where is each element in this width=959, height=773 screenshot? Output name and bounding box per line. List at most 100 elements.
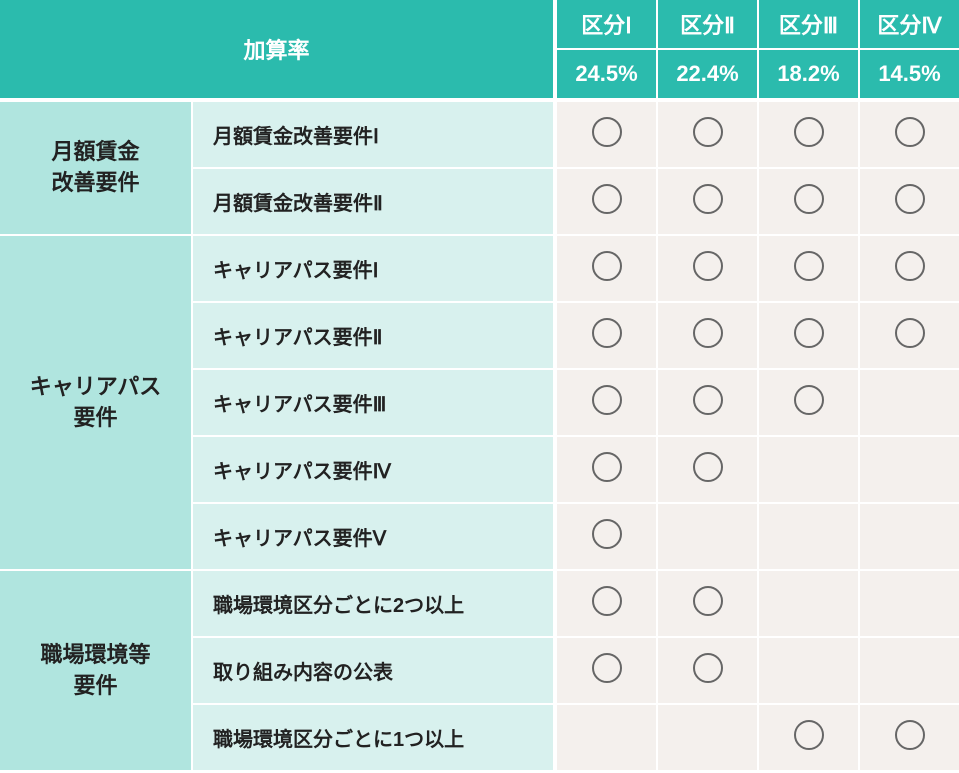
mark-cell <box>656 368 757 435</box>
mark-cell <box>656 502 757 569</box>
mark-cell <box>555 569 656 636</box>
mark-cell <box>858 502 959 569</box>
mark-cell <box>555 435 656 502</box>
mark-cell <box>555 167 656 234</box>
circle-icon <box>592 318 622 348</box>
circle-icon <box>794 720 824 750</box>
header-category-4: 区分Ⅳ <box>858 0 959 50</box>
mark-cell <box>858 234 959 301</box>
circle-icon <box>794 385 824 415</box>
mark-cell <box>858 435 959 502</box>
mark-cell <box>656 100 757 167</box>
circle-icon <box>895 117 925 147</box>
row-label: キャリアパス要件Ⅳ <box>193 435 555 502</box>
group-label-line2: 要件 <box>73 673 117 698</box>
circle-icon <box>693 653 723 683</box>
group-label-line1: 職場環境等 <box>40 642 150 667</box>
mark-cell <box>757 301 858 368</box>
circle-icon <box>794 117 824 147</box>
header-category-3: 区分Ⅲ <box>757 0 858 50</box>
mark-cell <box>858 368 959 435</box>
mark-cell <box>858 703 959 770</box>
group-label-line1: キャリアパス <box>30 374 162 399</box>
table-row: キャリアパス要件キャリアパス要件Ⅰ <box>0 234 959 301</box>
row-label: キャリアパス要件Ⅱ <box>193 301 555 368</box>
row-label: 月額賃金改善要件Ⅱ <box>193 167 555 234</box>
row-label: 職場環境区分ごとに1つ以上 <box>193 703 555 770</box>
circle-icon <box>895 318 925 348</box>
header-percent-3: 18.2% <box>757 50 858 100</box>
header-percent-1: 24.5% <box>555 50 656 100</box>
circle-icon <box>794 251 824 281</box>
requirements-table: 加算率区分Ⅰ区分Ⅱ区分Ⅲ区分Ⅳ24.5%22.4%18.2%14.5%月額賃金改… <box>0 0 959 770</box>
group-label: 職場環境等要件 <box>0 569 193 770</box>
group-label-line2: 要件 <box>73 405 117 430</box>
group-label: キャリアパス要件 <box>0 234 193 569</box>
mark-cell <box>757 435 858 502</box>
circle-icon <box>693 251 723 281</box>
circle-icon <box>592 184 622 214</box>
mark-cell <box>757 569 858 636</box>
circle-icon <box>592 385 622 415</box>
mark-cell <box>757 368 858 435</box>
mark-cell <box>555 234 656 301</box>
mark-cell <box>858 301 959 368</box>
mark-cell <box>555 301 656 368</box>
circle-icon <box>592 117 622 147</box>
mark-cell <box>555 703 656 770</box>
circle-icon <box>693 184 723 214</box>
row-label: キャリアパス要件Ⅲ <box>193 368 555 435</box>
mark-cell <box>656 636 757 703</box>
table-row: 月額賃金改善要件月額賃金改善要件Ⅰ <box>0 100 959 167</box>
circle-icon <box>693 452 723 482</box>
mark-cell <box>656 703 757 770</box>
circle-icon <box>693 586 723 616</box>
circle-icon <box>794 184 824 214</box>
circle-icon <box>693 318 723 348</box>
header-percent-2: 22.4% <box>656 50 757 100</box>
mark-cell <box>757 167 858 234</box>
mark-cell <box>555 502 656 569</box>
mark-cell <box>757 703 858 770</box>
mark-cell <box>656 234 757 301</box>
mark-cell <box>858 569 959 636</box>
circle-icon <box>592 519 622 549</box>
group-label-line2: 改善要件 <box>51 170 139 195</box>
mark-cell <box>858 636 959 703</box>
row-label: キャリアパス要件Ⅰ <box>193 234 555 301</box>
row-label: 職場環境区分ごとに2つ以上 <box>193 569 555 636</box>
mark-cell <box>757 636 858 703</box>
group-label: 月額賃金改善要件 <box>0 100 193 234</box>
circle-icon <box>895 184 925 214</box>
circle-icon <box>592 452 622 482</box>
circle-icon <box>693 117 723 147</box>
mark-cell <box>858 167 959 234</box>
mark-cell <box>757 234 858 301</box>
header-percent-4: 14.5% <box>858 50 959 100</box>
mark-cell <box>555 100 656 167</box>
circle-icon <box>693 385 723 415</box>
row-label: 取り組み内容の公表 <box>193 636 555 703</box>
circle-icon <box>895 720 925 750</box>
mark-cell <box>656 301 757 368</box>
circle-icon <box>895 251 925 281</box>
mark-cell <box>656 167 757 234</box>
row-label: キャリアパス要件Ⅴ <box>193 502 555 569</box>
circle-icon <box>592 251 622 281</box>
mark-cell <box>656 435 757 502</box>
circle-icon <box>592 653 622 683</box>
mark-cell <box>555 636 656 703</box>
header-category-2: 区分Ⅱ <box>656 0 757 50</box>
mark-cell <box>757 502 858 569</box>
circle-icon <box>592 586 622 616</box>
group-label-line1: 月額賃金 <box>51 139 139 164</box>
row-label: 月額賃金改善要件Ⅰ <box>193 100 555 167</box>
mark-cell <box>555 368 656 435</box>
circle-icon <box>794 318 824 348</box>
header-category-1: 区分Ⅰ <box>555 0 656 50</box>
table-row: 職場環境等要件職場環境区分ごとに2つ以上 <box>0 569 959 636</box>
mark-cell <box>858 100 959 167</box>
header-rate-label: 加算率 <box>0 0 555 100</box>
mark-cell <box>656 569 757 636</box>
mark-cell <box>757 100 858 167</box>
